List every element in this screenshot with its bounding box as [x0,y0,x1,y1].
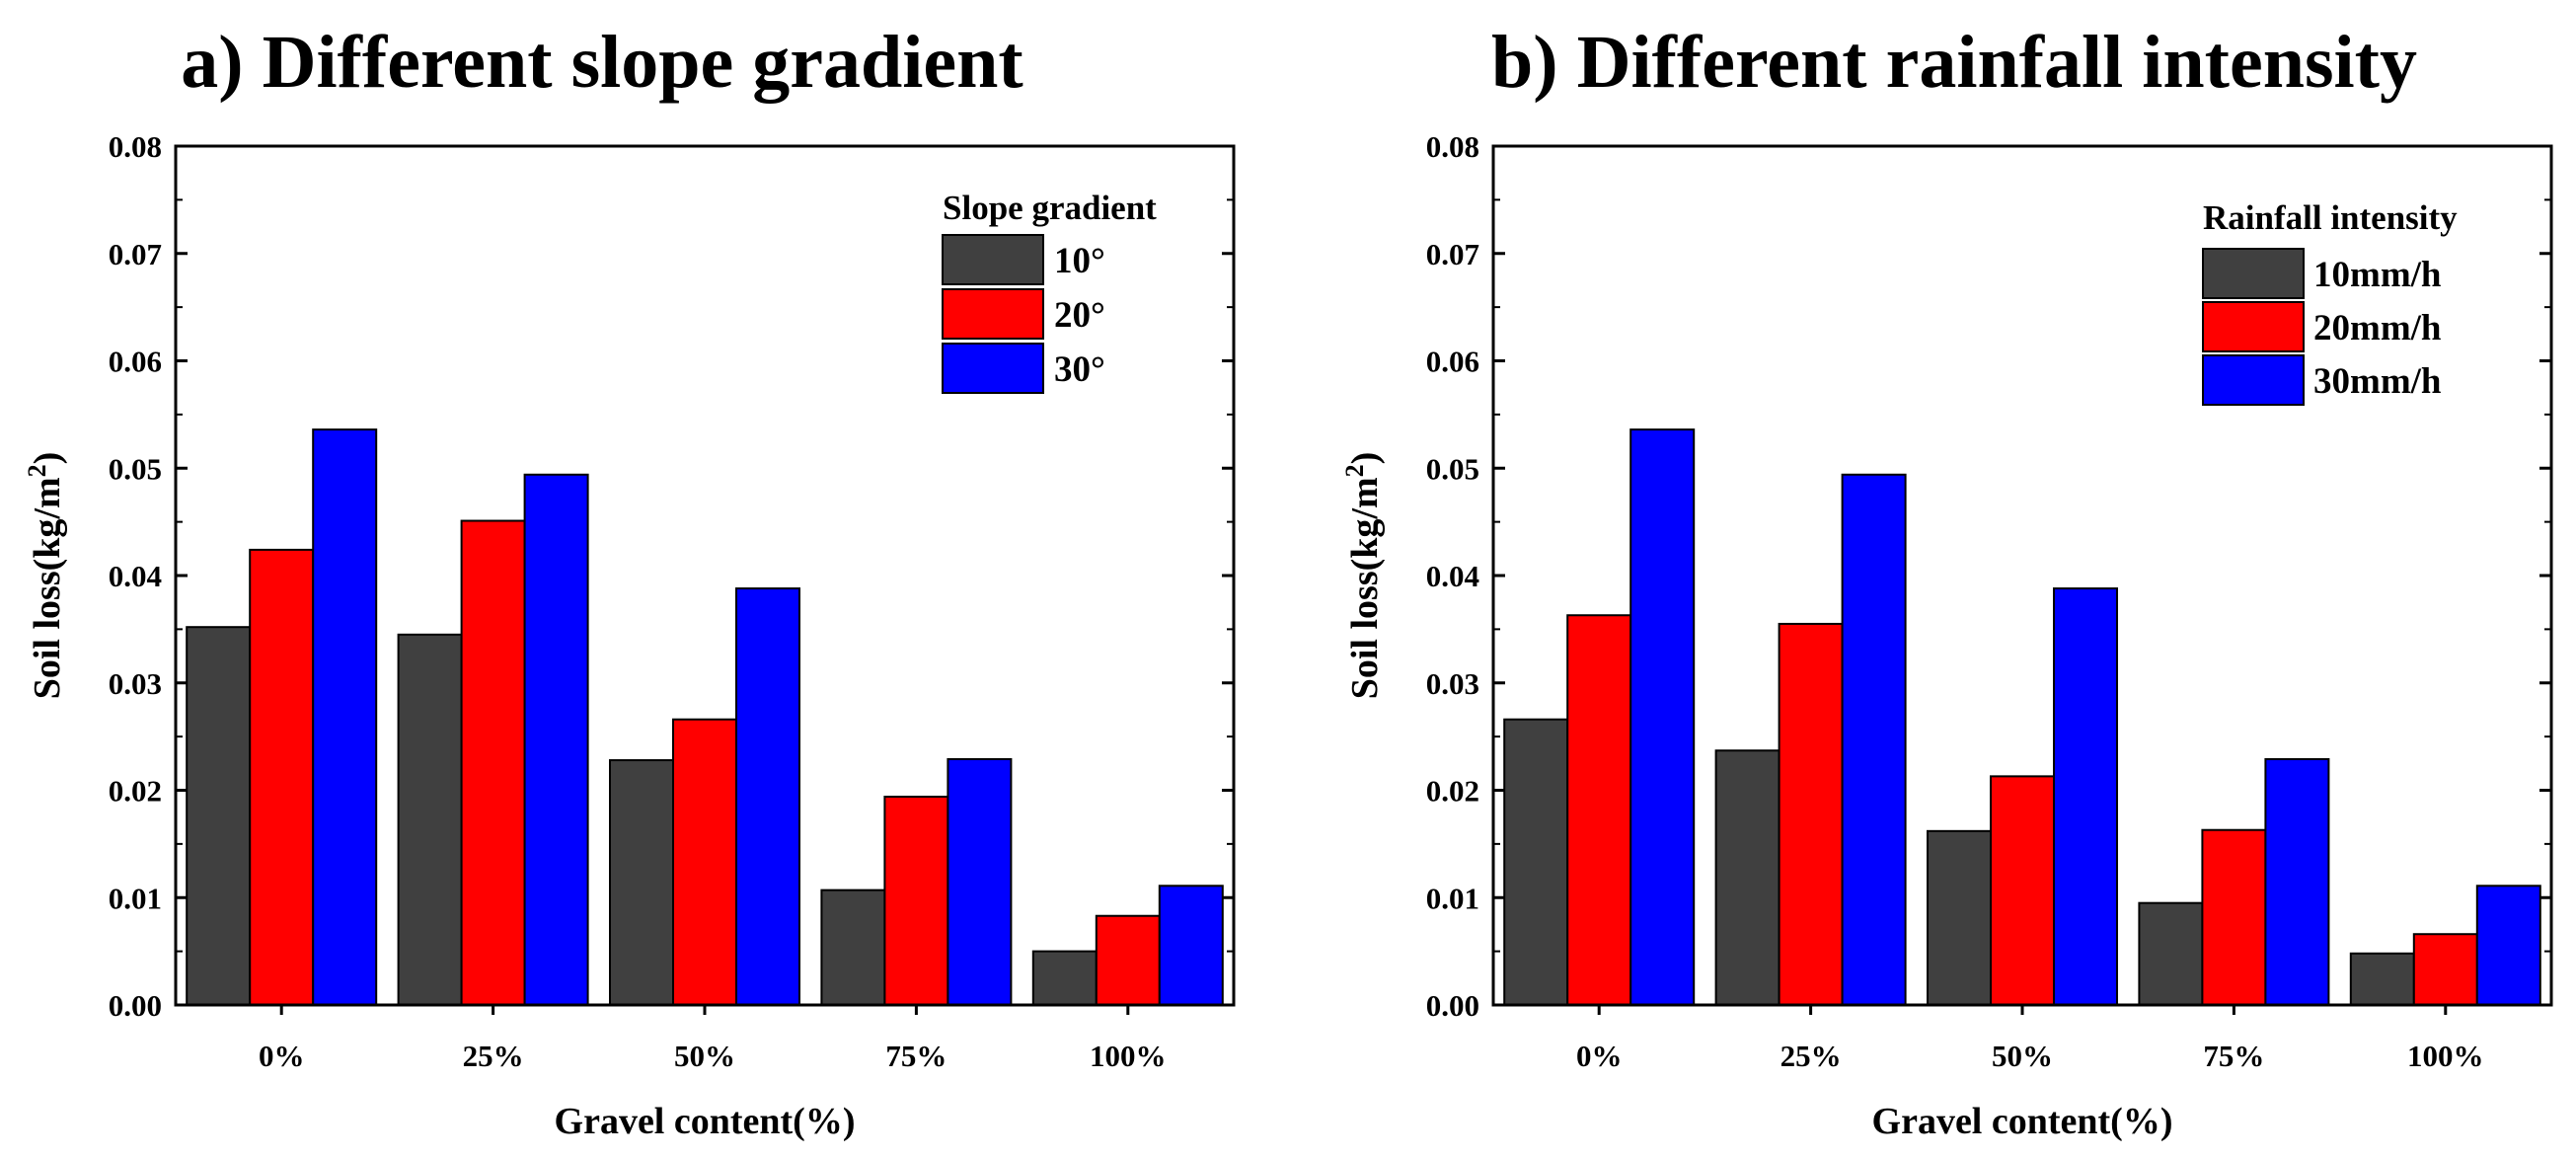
bar-10-100pct [1031,950,1098,1006]
x-tick-label: 0% [1576,1039,1623,1073]
bar-10mmh-25pct [1714,749,1780,1006]
chart-panel-b: b) Different rainfall intensity 0.00 0.01 0… [1340,21,2553,1142]
bar-30mmh-25pct [1841,473,1907,1006]
bar-20mmh-50pct [1990,775,2055,1006]
y-tick-label: 0.08 [109,129,162,164]
legend-label: 30mm/h [2313,361,2442,402]
bar-20-25pct [460,519,526,1006]
chart-panel-a: a) Different slope gradient 0.00 0.01 0.02 0… [23,21,1236,1142]
legend-swatch [2202,301,2305,352]
y-tick-label: 0.08 [1426,129,1479,164]
chart-title: a) Different slope gradient [181,21,1023,104]
x-tick-label: 75% [2203,1039,2264,1073]
legend-label: 20° [1054,295,1105,336]
y-tick-label: 0.02 [1426,774,1479,809]
bar-30-100pct [1158,885,1224,1006]
bar-30-75pct [947,757,1013,1007]
bar-20mmh-25pct [1778,622,1844,1006]
y-axis-label: Soil loss(kg/m2) [1340,452,1386,700]
legend-title: Rainfall intensity [2203,198,2458,237]
y-tick-label: 0.06 [1426,345,1479,379]
bar-20-50pct [672,718,737,1006]
legend-label: 10mm/h [2313,255,2442,295]
y-tick-label: 0.03 [109,666,162,701]
bar-30mmh-75pct [2264,757,2330,1007]
bar-20-100pct [1095,914,1161,1006]
x-axis-label: Gravel content(%) [1872,1101,2173,1142]
y-tick-label: 0.07 [1426,237,1479,271]
legend-label: 30° [1054,349,1105,390]
y-tick-label: 0.05 [1426,451,1479,486]
legend-swatch [942,288,1044,340]
y-tick-label: 0.03 [1426,666,1479,701]
legend-swatch [942,343,1044,394]
bar-20mmh-0pct [1566,614,1632,1006]
x-tick-label: 25% [1780,1039,1842,1073]
bar-30-0pct [312,428,378,1007]
bar-10mmh-100pct [2349,952,2415,1006]
bar-10-0pct [186,626,252,1006]
x-tick-label: 75% [885,1039,947,1073]
bar-20-0pct [249,548,315,1007]
bar-30-50pct [735,587,800,1006]
bar-20-75pct [883,796,949,1007]
bar-20mmh-75pct [2201,828,2267,1006]
legend-label: 20mm/h [2313,308,2442,348]
x-tick-label: 100% [1090,1039,1167,1073]
bar-30mmh-100pct [2475,885,2541,1006]
bar-10mmh-50pct [1927,829,1992,1007]
y-axis-label: Soil loss(kg/m2) [23,452,68,700]
x-tick-label: 100% [2407,1039,2484,1073]
y-tick-label: 0.05 [109,451,162,486]
y-tick-label: 0.04 [109,559,162,593]
bar-10-50pct [609,759,674,1006]
y-tick-label: 0.00 [109,988,162,1023]
y-tick-label: 0.04 [1426,559,1479,593]
legend-label: 10° [1054,241,1105,281]
bar-10-25pct [397,633,463,1006]
bar-30mmh-50pct [2053,587,2118,1006]
y-tick-label: 0.00 [1426,988,1479,1023]
legend-swatch [2202,354,2305,406]
legend-swatch [2202,248,2305,299]
legend-title: Slope gradient [943,189,1157,227]
y-tick-label: 0.01 [109,881,162,915]
x-tick-label: 50% [674,1039,735,1073]
bar-30-25pct [523,473,589,1006]
bar-10mmh-75pct [2138,901,2204,1006]
legend-swatch [942,234,1044,285]
bar-10mmh-0pct [1503,718,1569,1006]
y-tick-label: 0.06 [109,345,162,379]
bar-20mmh-100pct [2412,933,2478,1006]
y-tick-label: 0.01 [1426,881,1479,915]
bar-30mmh-0pct [1629,428,1696,1007]
chart-title: b) Different rainfall intensity [1491,21,2417,104]
bar-10-75pct [820,888,886,1007]
x-axis-label: Gravel content(%) [555,1101,856,1142]
y-tick-label: 0.07 [109,237,162,271]
x-tick-label: 25% [463,1039,524,1073]
x-tick-label: 0% [259,1039,305,1073]
y-tick-label: 0.02 [109,774,162,809]
x-tick-label: 50% [1992,1039,2053,1073]
